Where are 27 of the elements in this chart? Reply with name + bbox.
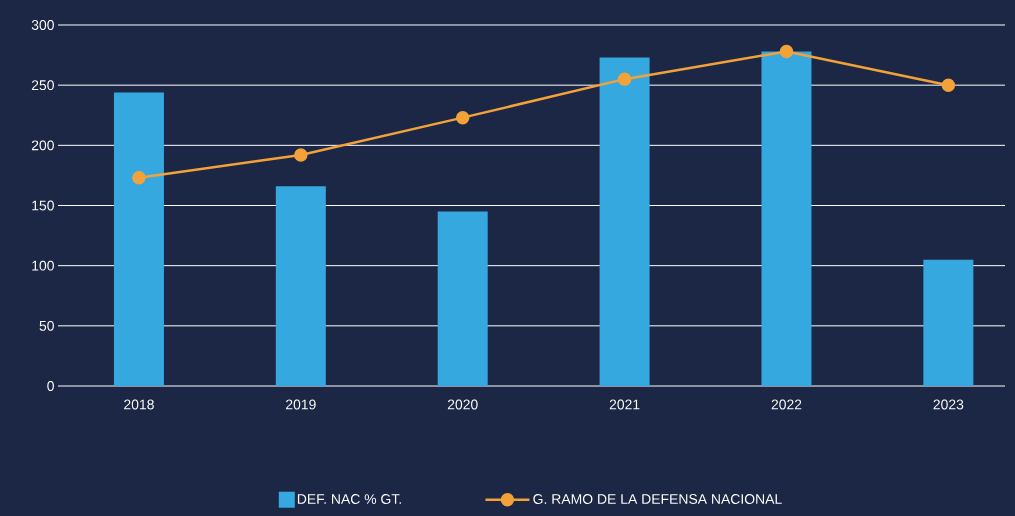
- point: [617, 72, 632, 86]
- point: [455, 110, 470, 125]
- bar: [923, 259, 974, 386]
- bar: [599, 57, 650, 386]
- y-tick-label: 100: [32, 260, 54, 271]
- bar: [761, 51, 812, 386]
- bar: [113, 92, 164, 386]
- y-tick-label: 150: [32, 200, 54, 211]
- x-tick-label: 2019: [286, 399, 316, 410]
- point: [132, 171, 146, 185]
- y-tick-label: 0: [47, 381, 54, 391]
- legend-label: DEF. NAC % GT.: [297, 494, 401, 504]
- legend-label: G. RAMO DE LA DEFENSA NACIONAL: [533, 494, 782, 504]
- bar: [437, 211, 488, 386]
- bar: [275, 186, 326, 386]
- x-tick-label: 2020: [447, 399, 478, 410]
- y-tick-label: 50: [39, 320, 54, 331]
- y-tick-label: 250: [31, 80, 54, 91]
- point: [294, 148, 308, 162]
- point: [941, 78, 956, 92]
- x-tick-label: 2023: [933, 399, 964, 410]
- x-tick-label: 2022: [771, 399, 802, 410]
- y-tick-label: 200: [31, 140, 54, 151]
- y-tick-label: 300: [31, 20, 54, 30]
- point: [779, 44, 794, 59]
- x-tick-label: 2018: [124, 399, 154, 410]
- x-tick-label: 2021: [609, 399, 640, 410]
